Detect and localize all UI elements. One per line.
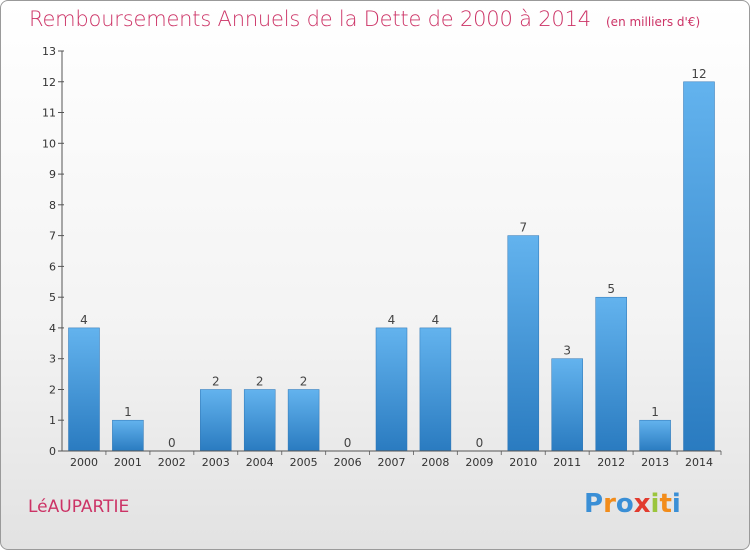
y-tick-label-9: 9 — [49, 168, 56, 181]
x-tick-label-2014: 2014 — [685, 456, 713, 469]
y-tick-label-2: 2 — [49, 384, 56, 397]
x-tick-label-2003: 2003 — [202, 456, 230, 469]
x-tick-label-2006: 2006 — [334, 456, 362, 469]
value-label-2012: 5 — [607, 282, 615, 296]
y-tick-label-10: 10 — [42, 137, 56, 150]
y-tick-label-12: 12 — [42, 76, 56, 89]
bar-2008 — [419, 327, 452, 452]
bar-2005 — [287, 389, 320, 452]
y-tick-label-13: 13 — [42, 45, 56, 58]
bar-2000 — [68, 327, 100, 452]
bar-2014 — [683, 81, 715, 452]
x-tick-label-2005: 2005 — [290, 456, 318, 469]
bar-2010 — [507, 235, 540, 452]
y-tick-label-3: 3 — [49, 353, 56, 366]
value-label-2009: 0 — [476, 436, 484, 450]
value-label-2002: 0 — [168, 436, 176, 450]
logo-letter: i — [650, 489, 660, 519]
value-label-2008: 4 — [432, 313, 440, 327]
x-tick-label-2002: 2002 — [158, 456, 186, 469]
x-tick-label-2004: 2004 — [246, 456, 274, 469]
logo-letter: x — [633, 489, 651, 519]
chart-subtitle: (en milliers d'€) — [606, 15, 701, 29]
value-label-2004: 2 — [256, 375, 264, 389]
bar-2013 — [639, 419, 671, 452]
bar-2007 — [375, 327, 408, 452]
value-label-2013: 1 — [651, 405, 659, 419]
bar-2003 — [200, 389, 232, 452]
y-tick-label-8: 8 — [49, 199, 56, 212]
logo-letter: r — [603, 489, 616, 519]
value-label-2011: 3 — [563, 344, 571, 358]
y-tick-label-5: 5 — [49, 291, 56, 304]
value-label-2003: 2 — [212, 375, 220, 389]
y-tick-label-0: 0 — [49, 445, 56, 458]
logo-letter: P — [584, 489, 604, 519]
bar-2001 — [112, 419, 144, 452]
proxiti-logo: Proxiti — [584, 489, 681, 519]
x-tick-label-2010: 2010 — [509, 456, 537, 469]
bar-2004 — [243, 389, 276, 452]
x-tick-label-2008: 2008 — [421, 456, 449, 469]
x-tick-label-2011: 2011 — [553, 456, 581, 469]
y-tick-label-11: 11 — [42, 107, 56, 120]
x-tick-label-2001: 2001 — [114, 456, 142, 469]
bar-2011 — [551, 358, 583, 452]
x-tick-label-2009: 2009 — [465, 456, 493, 469]
value-label-2010: 7 — [519, 221, 527, 235]
value-label-2001: 1 — [124, 405, 132, 419]
x-tick-label-2013: 2013 — [641, 456, 669, 469]
logo-letter: o — [615, 489, 634, 519]
value-label-2006: 0 — [344, 436, 352, 450]
commune-name: LéAUPARTIE — [28, 497, 130, 517]
chart-title: Remboursements Annuels de la Dette de 20… — [29, 7, 591, 31]
x-tick-label-2000: 2000 — [70, 456, 98, 469]
y-tick-label-6: 6 — [49, 260, 56, 273]
logo-letter: t — [659, 489, 672, 519]
y-tick-label-1: 1 — [49, 414, 56, 427]
y-tick-label-4: 4 — [49, 322, 56, 335]
bar-2012 — [595, 296, 627, 452]
value-label-2014: 12 — [691, 67, 706, 81]
x-tick-label-2012: 2012 — [597, 456, 625, 469]
value-label-2007: 4 — [388, 313, 396, 327]
y-tick-label-7: 7 — [49, 230, 56, 243]
logo-letter: i — [671, 489, 681, 519]
value-label-2000: 4 — [80, 313, 88, 327]
title-row: Remboursements Annuels de la Dette de 20… — [29, 7, 700, 31]
value-label-2005: 2 — [300, 375, 308, 389]
x-tick-label-2007: 2007 — [378, 456, 406, 469]
